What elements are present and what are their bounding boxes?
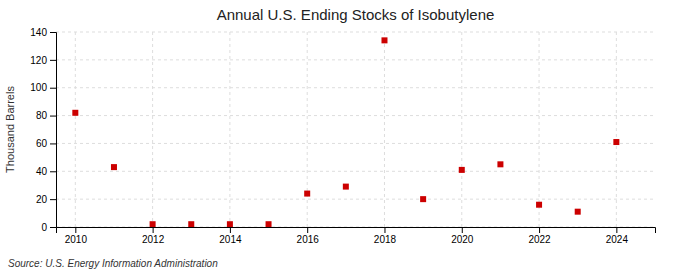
point xyxy=(111,164,117,170)
x-tick-label: 2024 xyxy=(606,234,629,245)
x-axis: 2010 2012 2014 2016 2018 2020 2022 2024 xyxy=(57,227,656,245)
x-tick-label: 2014 xyxy=(219,234,242,245)
x-grid-line xyxy=(539,32,540,227)
x-grid-line xyxy=(307,32,308,227)
y-grid-line xyxy=(56,59,655,60)
y-tick: 120 xyxy=(30,55,56,66)
point xyxy=(266,221,272,227)
plot-area: 2010 2012 2014 2016 2018 2020 2022 2024 0 20 40 60 8… xyxy=(30,27,655,245)
y-tick-label: 0 xyxy=(41,222,47,233)
x-tick-label: 2016 xyxy=(297,234,320,245)
point xyxy=(381,37,387,43)
y-axis-label: Thousand Barrels xyxy=(4,86,16,173)
y-grid-line xyxy=(56,87,655,88)
point xyxy=(343,184,349,190)
y-tick: 100 xyxy=(30,82,56,93)
y-tick-mark xyxy=(50,32,56,33)
x-tick: 2024 xyxy=(606,227,629,245)
y-tick: 20 xyxy=(36,194,56,205)
point xyxy=(188,221,194,227)
y-tick: 40 xyxy=(36,166,56,177)
point xyxy=(536,202,542,208)
y-tick-label: 20 xyxy=(36,194,48,205)
y-tick-mark xyxy=(50,143,56,144)
point xyxy=(459,167,465,173)
chart-container: 2010 2012 2014 2016 2018 2020 2022 2024 0 20 40 60 8… xyxy=(0,0,675,275)
y-tick-label: 100 xyxy=(30,82,47,93)
x-tick-mark xyxy=(616,227,617,233)
x-grid-line xyxy=(152,32,153,227)
chart: 2010 2012 2014 2016 2018 2020 2022 2024 0 20 40 60 8… xyxy=(0,0,675,275)
y-tick: 80 xyxy=(36,110,56,121)
point xyxy=(575,209,581,215)
x-tick: 2012 xyxy=(142,227,165,245)
x-tick-mark xyxy=(384,227,385,233)
x-tick-mark xyxy=(462,227,463,233)
grid xyxy=(56,32,655,227)
y-tick: 0 xyxy=(41,222,56,233)
y-tick-mark xyxy=(50,227,56,228)
x-tick-mark xyxy=(307,227,308,233)
point xyxy=(304,191,310,197)
point xyxy=(150,221,156,227)
x-tick: 2018 xyxy=(374,227,397,245)
y-tick-label: 40 xyxy=(36,166,48,177)
x-grid-line xyxy=(616,32,617,227)
y-grid-line xyxy=(56,199,655,200)
y-tick-label: 60 xyxy=(36,138,48,149)
x-grid-line xyxy=(461,32,462,227)
y-tick-label: 80 xyxy=(36,110,48,121)
y-tick: 60 xyxy=(36,138,56,149)
x-tick: 2020 xyxy=(451,227,474,245)
x-tick-label: 2012 xyxy=(142,234,165,245)
point xyxy=(227,221,233,227)
x-tick-label: 2022 xyxy=(528,234,551,245)
point xyxy=(72,110,78,116)
y-tick-mark xyxy=(50,116,56,117)
y-tick-mark xyxy=(50,60,56,61)
y-axis: 0 20 40 60 80 100 120 140 xyxy=(30,27,56,233)
y-grid-line xyxy=(56,143,655,144)
x-tick-mark xyxy=(153,227,154,233)
y-tick-mark xyxy=(50,199,56,200)
x-tick-mark xyxy=(230,227,231,233)
points xyxy=(72,37,619,227)
point xyxy=(497,161,503,167)
x-tick-label: 2018 xyxy=(374,234,397,245)
y-tick: 140 xyxy=(30,27,56,38)
x-tick: 2014 xyxy=(219,227,242,245)
y-axis-line xyxy=(50,33,57,228)
y-tick-mark xyxy=(50,88,56,89)
y-grid-line xyxy=(56,32,655,33)
point xyxy=(420,196,426,202)
x-tick-mark xyxy=(539,227,540,233)
x-tick-label: 2010 xyxy=(65,234,88,245)
y-grid-line xyxy=(56,115,655,116)
x-tick-label: 2020 xyxy=(451,234,474,245)
x-grid-line xyxy=(75,32,76,227)
y-grid-line xyxy=(56,171,655,172)
x-tick: 2022 xyxy=(528,227,551,245)
title: Annual U.S. Ending Stocks of Isobutylene xyxy=(217,6,495,23)
x-axis-line xyxy=(57,228,656,234)
x-tick: 2016 xyxy=(297,227,320,245)
x-tick-mark xyxy=(75,227,76,233)
y-tick-label: 120 xyxy=(30,55,47,66)
annotation: Source: U.S. Energy Information Administ… xyxy=(8,258,218,269)
point xyxy=(613,139,619,145)
x-tick: 2010 xyxy=(65,227,88,245)
y-tick-mark xyxy=(50,171,56,172)
y-tick-label: 140 xyxy=(30,27,47,38)
x-grid-line xyxy=(229,32,230,227)
x-grid-line xyxy=(384,32,385,227)
